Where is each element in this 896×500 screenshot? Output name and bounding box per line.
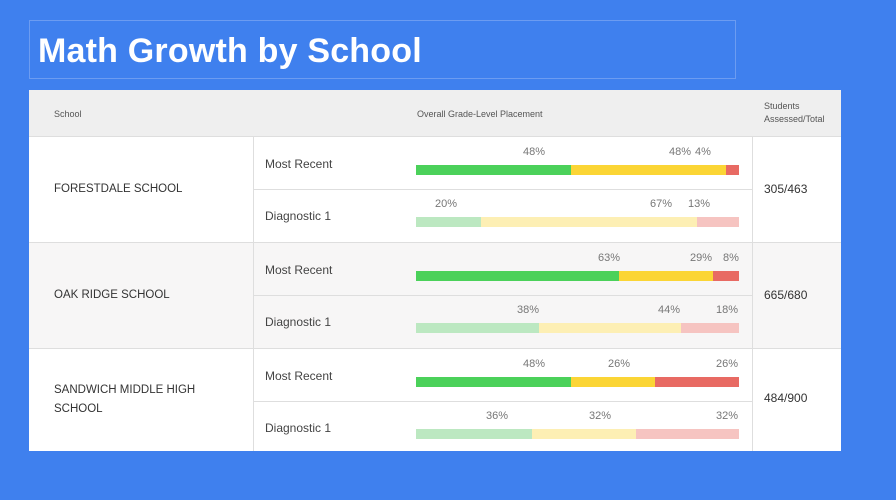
table-row: Diagnostic 1 36% 32% 32% — [253, 402, 752, 451]
pct-above: 63% — [598, 252, 621, 264]
students-assessed: 484/900 — [764, 391, 808, 405]
bar-segment-on — [571, 377, 655, 387]
bar-segment-below — [635, 429, 739, 439]
column-divider — [752, 243, 753, 348]
pct-on: 29% — [690, 252, 713, 264]
table-header: School Overall Grade-Level Placement Stu… — [29, 90, 841, 137]
pct-on: 26% — [608, 358, 631, 370]
table-row: Diagnostic 1 38% 44% 18% — [253, 296, 752, 349]
row-label: Diagnostic 1 — [265, 421, 332, 435]
school-name: FORESTDALE SCHOOL — [54, 183, 183, 195]
bar-segment-below — [697, 217, 739, 227]
bar-segment-on — [532, 429, 636, 439]
pct-below: 4% — [695, 146, 711, 158]
pct-below: 26% — [716, 358, 739, 370]
table-row: Most Recent 63% 29% 8% — [253, 243, 752, 296]
school-group-forestdale: FORESTDALE SCHOOL Most Recent 48% 48% 4%… — [29, 137, 841, 243]
bar-segment-above — [416, 271, 620, 281]
placement-bar — [416, 217, 739, 227]
placement-bar — [416, 271, 739, 281]
bar-segment-below — [680, 323, 739, 333]
bar-segment-above — [416, 323, 539, 333]
bar-segment-on — [480, 217, 697, 227]
header-school: School — [54, 109, 82, 119]
row-label: Diagnostic 1 — [265, 209, 332, 223]
row-label: Most Recent — [265, 263, 333, 277]
row-label: Most Recent — [265, 157, 333, 171]
table-row: Most Recent 48% 48% 4% — [253, 137, 752, 190]
header-students: Students Assessed/Total — [764, 101, 825, 124]
school-group-oak-ridge: OAK RIDGE SCHOOL Most Recent 63% 29% 8% … — [29, 243, 841, 349]
bar-segment-above — [416, 429, 533, 439]
pct-below: 32% — [716, 410, 739, 422]
pct-above: 38% — [517, 304, 540, 316]
pct-on: 48% — [669, 146, 692, 158]
bar-segment-above — [416, 377, 572, 387]
bar-segment-above — [416, 217, 481, 227]
page-title: Math Growth by School — [38, 32, 422, 70]
pct-above: 48% — [523, 358, 546, 370]
school-group-sandwich: SANDWICH MIDDLE HIGH SCHOOL Most Recent … — [29, 349, 841, 451]
placement-bar — [416, 429, 739, 439]
bar-segment-on — [571, 165, 727, 175]
pct-above: 36% — [486, 410, 509, 422]
school-name: SANDWICH MIDDLE HIGH SCHOOL — [54, 384, 196, 415]
bar-segment-on — [619, 271, 714, 281]
pct-on: 67% — [650, 198, 673, 210]
bar-segment-below — [655, 377, 739, 387]
title-banner: Math Growth by School — [29, 20, 736, 79]
pct-below: 18% — [716, 304, 739, 316]
table-row: Most Recent 48% 26% 26% — [253, 349, 752, 402]
bar-segment-below — [713, 271, 739, 281]
pct-above: 20% — [435, 198, 458, 210]
bar-segment-on — [538, 323, 681, 333]
placement-bar — [416, 323, 739, 333]
placement-bar — [416, 377, 739, 387]
students-assessed: 665/680 — [764, 288, 808, 302]
pct-on: 32% — [589, 410, 612, 422]
pct-above: 48% — [523, 146, 546, 158]
pct-below: 8% — [723, 252, 739, 264]
row-label: Diagnostic 1 — [265, 315, 332, 329]
column-divider — [253, 349, 254, 451]
pct-below: 13% — [688, 198, 711, 210]
placement-bar — [416, 165, 739, 175]
column-divider — [752, 137, 753, 242]
header-placement: Overall Grade-Level Placement — [417, 109, 543, 119]
bar-segment-below — [726, 165, 739, 175]
pct-on: 44% — [658, 304, 681, 316]
row-label: Most Recent — [265, 369, 333, 383]
school-growth-table: School Overall Grade-Level Placement Stu… — [29, 90, 841, 451]
bar-segment-above — [416, 165, 572, 175]
school-name: OAK RIDGE SCHOOL — [54, 289, 170, 301]
students-assessed: 305/463 — [764, 182, 808, 196]
column-divider — [752, 349, 753, 451]
table-row: Diagnostic 1 20% 67% 13% — [253, 190, 752, 243]
